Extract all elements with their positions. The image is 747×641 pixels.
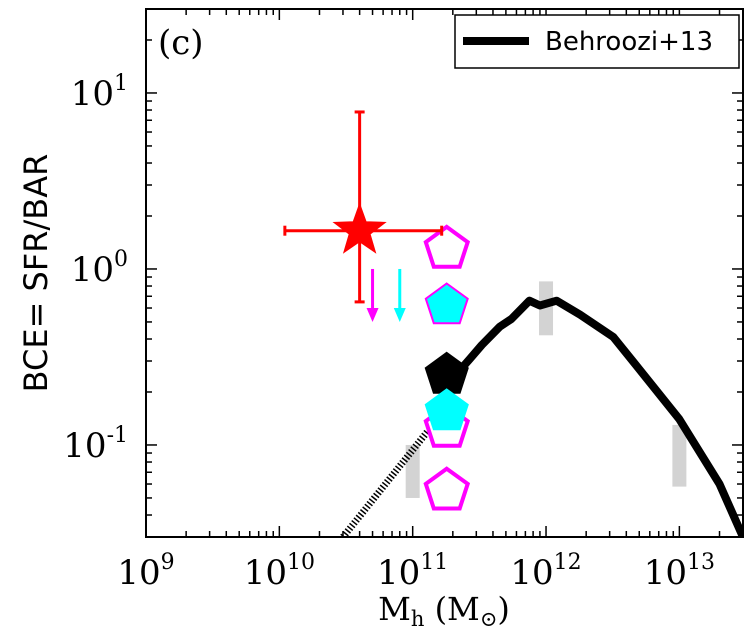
x-axis-title-unit: (M [424,590,479,628]
x-axis-title-unit-sub: ⊙ [480,607,498,631]
x-tick-exponent: 10 [287,550,315,575]
x-tick-base: 10 [377,553,420,593]
y-axis-title: BCE= SFR/BAR [17,154,55,393]
x-tick-labels: 109 1010 1011 1012 1013 [117,550,715,593]
y-tick-base: 10 [71,250,114,290]
y-tick-label: 10-1 [63,423,128,466]
x-tick-exponent: 11 [420,550,448,575]
extrapolation-dotted-line [340,428,431,537]
legend-label: Behroozi+13 [545,27,713,57]
upper-limit-arrow-head [393,307,406,322]
star-marker [332,202,387,254]
x-axis-title: Mh (M⊙) [378,590,510,631]
x-axis-title-main: M [378,590,411,628]
x-tick-base: 10 [117,553,160,593]
pentagon-marker-filled [424,388,469,431]
upper-limit-arrow-head [366,307,379,322]
y-tick-label: 101 [71,71,128,114]
y-tick-exponent: 0 [114,247,128,272]
plot-frame [145,8,744,538]
x-axis-title-sub: h [411,607,425,631]
x-tick-base: 10 [244,553,287,593]
plot-area [283,110,743,537]
pentagon-marker-open [423,466,471,511]
uncertainty-bar [672,424,687,487]
x-tick-exponent: 13 [687,550,715,575]
x-tick-label: 1012 [510,550,581,593]
x-tick-base: 10 [510,553,553,593]
legend: Behroozi+13 [454,14,740,69]
x-axis-title-unit-close: ) [497,590,509,628]
y-tick-base: 10 [63,426,106,466]
x-tick-exponent: 9 [161,550,175,575]
y-tick-label: 100 [71,247,128,290]
y-tick-base: 10 [71,74,114,114]
y-tick-exponent: -1 [107,423,128,448]
x-tick-label: 109 [117,550,174,593]
x-tick-label: 1010 [244,550,315,593]
pentagon-marker-open [423,224,471,269]
x-tick-exponent: 12 [554,550,582,575]
x-tick-label: 1011 [377,550,448,593]
pentagon-marker-filled [424,282,469,325]
behroozi-line [457,296,743,537]
x-tick-label: 1013 [644,550,715,593]
uncertainty-bar [539,281,554,336]
panel-label: (c) [158,23,204,63]
x-tick-base: 10 [644,553,687,593]
y-tick-exponent: 1 [114,71,128,96]
